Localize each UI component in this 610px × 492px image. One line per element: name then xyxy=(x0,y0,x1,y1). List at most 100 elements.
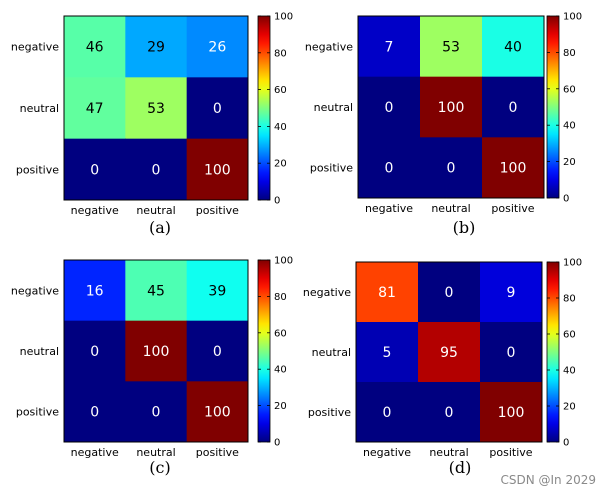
colorbar xyxy=(257,259,271,443)
cell-value-label: 95 xyxy=(440,345,458,361)
heatmap-cell xyxy=(358,16,421,78)
cell-value-label: 9 xyxy=(507,285,516,301)
row-tick-label: positive xyxy=(308,406,351,419)
colorbar xyxy=(546,261,560,443)
colorbar-tick-label: 40 xyxy=(563,366,576,377)
row-tick-label: positive xyxy=(16,406,59,419)
column-tick-label: negative xyxy=(363,446,411,459)
column-tick-label: neutral xyxy=(431,202,470,215)
cell-value-label: 0 xyxy=(90,405,99,421)
heatmap-cell xyxy=(125,381,188,443)
column-tick-label: positive xyxy=(491,202,534,215)
heatmap-cell xyxy=(186,260,249,322)
cell-value-label: 0 xyxy=(385,100,394,116)
colorbar-tick-label: 0 xyxy=(274,196,280,207)
panel-caption: (a) xyxy=(149,218,171,237)
cell-value-label: 0 xyxy=(383,405,392,421)
heatmap-cell xyxy=(482,16,545,78)
colorbar xyxy=(257,15,271,201)
cell-value-label: 46 xyxy=(86,40,104,56)
cell-value-label: 45 xyxy=(147,283,165,299)
panel-caption: (d) xyxy=(449,458,472,477)
colorbar-tick-label: 80 xyxy=(274,48,287,59)
heatmap-cell xyxy=(186,16,249,78)
heatmap-cell xyxy=(125,260,188,322)
cell-value-label: 0 xyxy=(447,161,456,177)
cell-value-label: 0 xyxy=(445,285,454,301)
row-tick-label: neutral xyxy=(312,346,351,359)
heatmap-cell xyxy=(420,137,483,199)
colorbar-tick-label: 40 xyxy=(274,122,287,133)
column-tick-label: positive xyxy=(196,446,239,459)
colorbar-tick-label: 60 xyxy=(274,328,287,339)
cell-value-label: 0 xyxy=(152,162,161,178)
cell-value-label: 0 xyxy=(507,345,516,361)
colorbar-tick-label: 80 xyxy=(563,48,576,59)
cell-value-label: 29 xyxy=(147,40,165,56)
colorbar-tick-label: 60 xyxy=(563,84,576,95)
cell-value-label: 100 xyxy=(143,344,170,360)
colorbar-tick-label: 20 xyxy=(563,157,576,168)
colorbar-tick-label: 40 xyxy=(563,121,576,132)
row-tick-label: neutral xyxy=(20,102,59,115)
cell-value-label: 0 xyxy=(509,100,518,116)
colorbar-tick-label: 100 xyxy=(274,256,293,267)
colorbar-tick-label: 80 xyxy=(274,292,287,303)
heatmap-cell xyxy=(420,16,483,78)
heatmap-cell xyxy=(480,262,543,323)
heatmap-panel-c: 16 45 39 0 100 0 0 0 100 negative neutral positive n… xyxy=(11,256,293,478)
cell-value-label: 0 xyxy=(213,101,222,117)
heatmap-cell xyxy=(482,137,545,199)
heatmap-cell xyxy=(480,382,543,443)
row-tick-label: negative xyxy=(11,284,59,297)
column-tick-label: positive xyxy=(489,446,532,459)
heatmap-cell xyxy=(125,77,188,140)
cell-value-label: 53 xyxy=(147,101,165,117)
colorbar-tick-label: 100 xyxy=(563,12,582,23)
heatmap-panel-d: 81 0 95 95 00 0 100negativeneutralpositivenega… xyxy=(303,258,582,478)
heatmap-cell xyxy=(64,320,126,382)
heatmap-frame xyxy=(63,259,249,443)
colorbar-tick-label: 0 xyxy=(274,438,280,449)
cell-value-label: 100 xyxy=(438,100,465,116)
heatmap-cell xyxy=(356,382,419,443)
heatmap-cell xyxy=(358,76,421,138)
colorbar-tick-label: 40 xyxy=(274,365,287,376)
heatmap-cell xyxy=(420,76,483,138)
row-tick-label: negative xyxy=(305,40,353,53)
heatmap-cell xyxy=(358,137,421,199)
row-tick-label: neutral xyxy=(20,345,59,358)
cell-value-label: 39 xyxy=(208,283,226,299)
heatmap-frame xyxy=(63,15,249,201)
heatmap-cell xyxy=(64,381,126,443)
cell-value-label: 100 xyxy=(500,161,527,177)
row-tick-label: positive xyxy=(16,163,59,176)
watermark: CSDN @In 2029 xyxy=(500,473,596,487)
heatmap-cell xyxy=(125,320,188,382)
cell-value-label: 0 xyxy=(90,162,99,178)
heatmap-cell xyxy=(64,138,126,201)
colorbar xyxy=(546,15,560,199)
colorbar-tick-label: 100 xyxy=(274,12,293,23)
cell-value-label: 0 xyxy=(385,161,394,177)
row-tick-label: neutral xyxy=(314,101,353,114)
colorbar-tick-label: 60 xyxy=(563,330,576,341)
panel-caption: (b) xyxy=(453,218,476,237)
cell-value-label: 16 xyxy=(86,283,104,299)
cell-value-label: 0 xyxy=(213,344,222,360)
heatmap-cell xyxy=(418,322,481,383)
cell-value-label: 100 xyxy=(204,405,231,421)
cell-value-label: 100 xyxy=(498,405,525,421)
colorbar-tick-label: 0 xyxy=(563,194,569,205)
column-tick-label: negative xyxy=(71,204,119,217)
colorbar-tick-label: 100 xyxy=(563,258,582,269)
heatmap-panel-b: 7 53 40 0 100 0 0 0 100 negative neutral positive ne… xyxy=(305,12,582,238)
heatmap-cell xyxy=(64,77,126,140)
heatmap-cell xyxy=(418,382,481,443)
heatmap-cell xyxy=(186,77,249,140)
column-tick-label: neutral xyxy=(136,446,175,459)
heatmap-cell xyxy=(186,381,249,443)
heatmap-cell xyxy=(125,16,188,78)
column-tick-label: neutral xyxy=(136,204,175,217)
heatmap-cell xyxy=(418,262,481,323)
